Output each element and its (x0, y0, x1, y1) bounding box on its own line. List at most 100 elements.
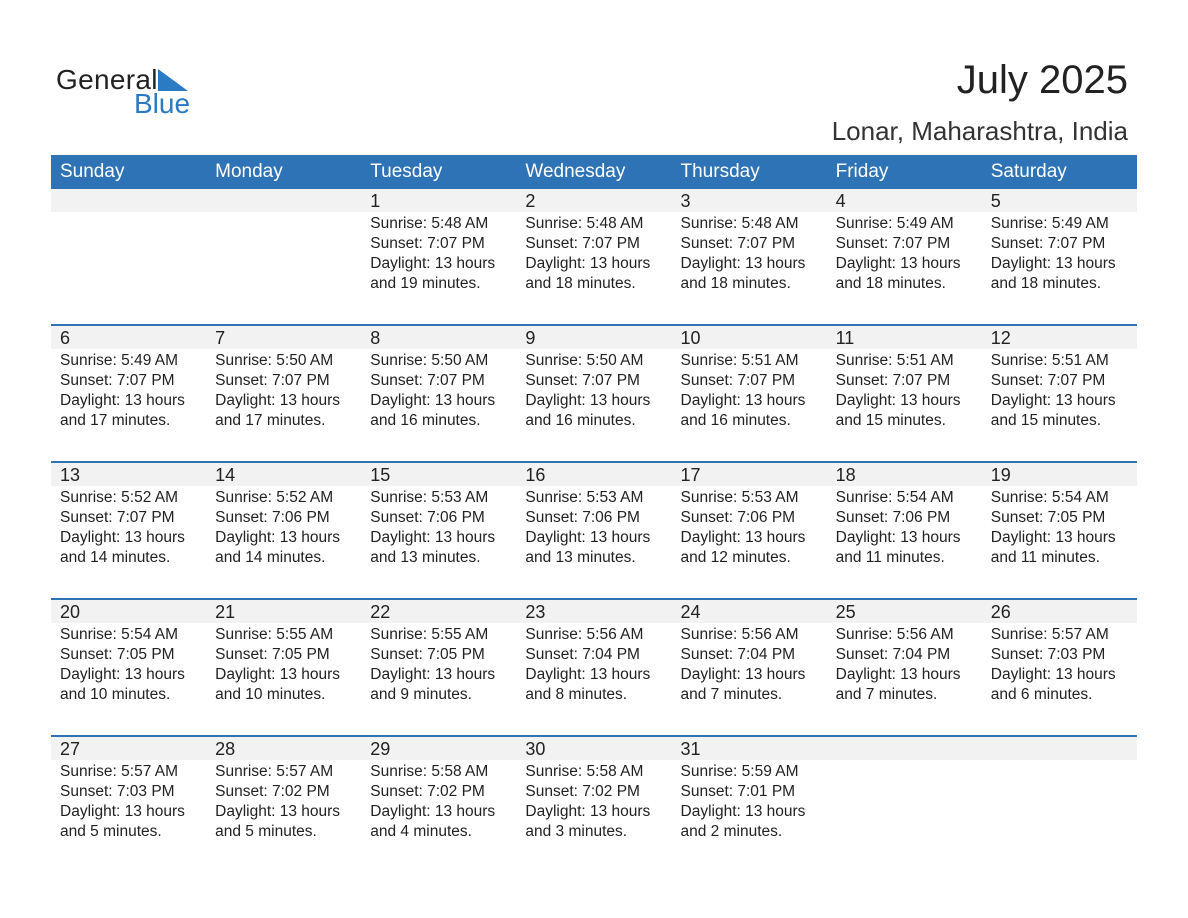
minutes-text: and 15 minutes. (990, 412, 1102, 429)
day-number: 20 (60, 602, 81, 622)
minutes-text: and 16 minutes. (525, 412, 636, 429)
sunrise-text: Sunrise: 5:49 AM (990, 215, 1109, 232)
day-number: 17 (680, 465, 701, 485)
sunrise-text: Sunrise: 5:49 AM (835, 215, 954, 232)
sunset-text: Sunset: 7:01 PM (680, 783, 796, 800)
sunset-text: Sunset: 7:07 PM (835, 235, 951, 252)
day-number: 11 (835, 328, 855, 348)
day-cell: 31 Sunrise: 5:59 AM Sunset: 7:01 PM Dayligh… (672, 737, 827, 872)
sunset-text: Sunset: 7:05 PM (215, 646, 330, 663)
daylight-text: Daylight: 13 hours (680, 666, 806, 683)
sunrise-text: Sunrise: 5:55 AM (370, 626, 489, 643)
sunrise-text: Sunrise: 5:53 AM (370, 489, 489, 506)
minutes-text: and 15 minutes. (835, 412, 946, 429)
minutes-text: and 2 minutes. (680, 823, 783, 840)
daylight-text: Daylight: 13 hours (990, 529, 1116, 546)
day-cell: 21 Sunrise: 5:55 AM Sunset: 7:05 PM Dayligh… (206, 600, 361, 735)
minutes-text: and 10 minutes. (60, 686, 171, 703)
sunset-text: Sunset: 7:07 PM (60, 509, 175, 526)
sunrise-text: Sunrise: 5:56 AM (525, 626, 644, 643)
minutes-text: and 5 minutes. (215, 823, 317, 840)
minutes-text: and 13 minutes. (370, 549, 481, 566)
day-cell: 5 Sunrise: 5:49 AM Sunset: 7:07 PM Daylight… (982, 189, 1137, 324)
sunset-text: Sunset: 7:07 PM (990, 235, 1106, 252)
sunrise-text: Sunrise: 5:54 AM (990, 489, 1109, 506)
sunrise-text: Sunrise: 5:49 AM (60, 352, 179, 369)
location: Lonar, Maharashtra, India (831, 116, 1128, 146)
sunset-text: Sunset: 7:03 PM (60, 783, 175, 800)
day-cell: 26 Sunrise: 5:57 AM Sunset: 7:03 PM Dayligh… (982, 600, 1137, 735)
sunrise-text: Sunrise: 5:51 AM (835, 352, 954, 369)
day-cell: 18 Sunrise: 5:54 AM Sunset: 7:06 PM Dayligh… (827, 463, 982, 598)
day-number: 18 (835, 465, 856, 485)
day-number: 26 (990, 602, 1011, 622)
minutes-text: and 6 minutes. (990, 686, 1093, 703)
day-number: 6 (60, 328, 71, 348)
sunset-text: Sunset: 7:02 PM (525, 783, 640, 800)
minutes-text: and 14 minutes. (215, 549, 326, 566)
day-number: 1 (370, 191, 381, 211)
day-cell: 23 Sunrise: 5:56 AM Sunset: 7:04 PM Dayligh… (516, 600, 671, 735)
daylight-text: Daylight: 13 hours (525, 529, 651, 546)
day-cell: 16 Sunrise: 5:53 AM Sunset: 7:06 PM Dayligh… (516, 463, 671, 598)
sunrise-text: Sunrise: 5:54 AM (835, 489, 954, 506)
daylight-text: Daylight: 13 hours (60, 392, 185, 409)
day-cell: 2 Sunrise: 5:48 AM Sunset: 7:07 PM Daylight… (516, 189, 671, 324)
sunrise-text: Sunrise: 5:54 AM (60, 626, 179, 643)
daylight-text: Daylight: 13 hours (835, 666, 961, 683)
sunset-text: Sunset: 7:06 PM (370, 509, 485, 526)
day-cell: 3 Sunrise: 5:48 AM Sunset: 7:07 PM Daylight… (672, 189, 827, 324)
empty-cell (827, 737, 982, 872)
day-number: 25 (835, 602, 856, 622)
day-number: 27 (60, 739, 81, 759)
day-number: 7 (215, 328, 226, 348)
minutes-text: and 3 minutes. (525, 823, 628, 840)
logo-text-blue: Blue (134, 88, 191, 119)
day-cell: 13 Sunrise: 5:52 AM Sunset: 7:07 PM Dayligh… (51, 463, 206, 598)
daylight-text: Daylight: 13 hours (680, 803, 806, 820)
minutes-text: and 17 minutes. (215, 412, 326, 429)
sunrise-text: Sunrise: 5:56 AM (835, 626, 954, 643)
sunrise-text: Sunrise: 5:48 AM (525, 215, 644, 232)
minutes-text: and 8 minutes. (525, 686, 628, 703)
day-number: 28 (215, 739, 236, 759)
day-number: 10 (680, 328, 701, 348)
sunrise-text: Sunrise: 5:48 AM (370, 215, 489, 232)
minutes-text: and 9 minutes. (370, 686, 472, 703)
daylight-text: Daylight: 13 hours (990, 666, 1116, 683)
day-number: 5 (990, 191, 1001, 211)
minutes-text: and 18 minutes. (525, 275, 636, 292)
day-cell: 12 Sunrise: 5:51 AM Sunset: 7:07 PM Dayligh… (982, 326, 1137, 461)
day-cell: 29 Sunrise: 5:58 AM Sunset: 7:02 PM Dayligh… (361, 737, 516, 872)
daylight-text: Daylight: 13 hours (370, 392, 496, 409)
page-title: July 2025 (956, 58, 1128, 102)
daylight-text: Daylight: 13 hours (60, 666, 185, 683)
calendar-weeks: 1 Sunrise: 5:48 AM Sunset: 7:07 PM Daylight… (51, 189, 1137, 872)
sunrise-text: Sunrise: 5:50 AM (525, 352, 644, 369)
minutes-text: and 12 minutes. (680, 549, 791, 566)
sunset-text: Sunset: 7:07 PM (215, 372, 330, 389)
day-number: 23 (525, 602, 546, 622)
sunset-text: Sunset: 7:02 PM (370, 783, 485, 800)
daylight-text: Daylight: 13 hours (525, 255, 651, 272)
minutes-text: and 18 minutes. (990, 275, 1102, 292)
daylight-text: Daylight: 13 hours (215, 392, 341, 409)
sunrise-text: Sunrise: 5:53 AM (680, 489, 799, 506)
sunset-text: Sunset: 7:05 PM (370, 646, 485, 663)
sunset-text: Sunset: 7:06 PM (835, 509, 951, 526)
day-cell: 19 Sunrise: 5:54 AM Sunset: 7:05 PM Dayligh… (982, 463, 1137, 598)
sunrise-text: Sunrise: 5:57 AM (990, 626, 1109, 643)
day-number: 21 (215, 602, 236, 622)
sunset-text: Sunset: 7:06 PM (680, 509, 796, 526)
weekday-wednesday: Wednesday (525, 161, 626, 182)
sunset-text: Sunset: 7:07 PM (60, 372, 175, 389)
minutes-text: and 5 minutes. (60, 823, 162, 840)
sunset-text: Sunset: 7:07 PM (370, 372, 485, 389)
day-number: 30 (525, 739, 546, 759)
sunset-text: Sunset: 7:07 PM (990, 372, 1106, 389)
minutes-text: and 19 minutes. (370, 275, 481, 292)
day-number: 19 (990, 465, 1011, 485)
day-cell: 30 Sunrise: 5:58 AM Sunset: 7:02 PM Dayligh… (516, 737, 671, 872)
sunrise-text: Sunrise: 5:59 AM (680, 763, 799, 780)
